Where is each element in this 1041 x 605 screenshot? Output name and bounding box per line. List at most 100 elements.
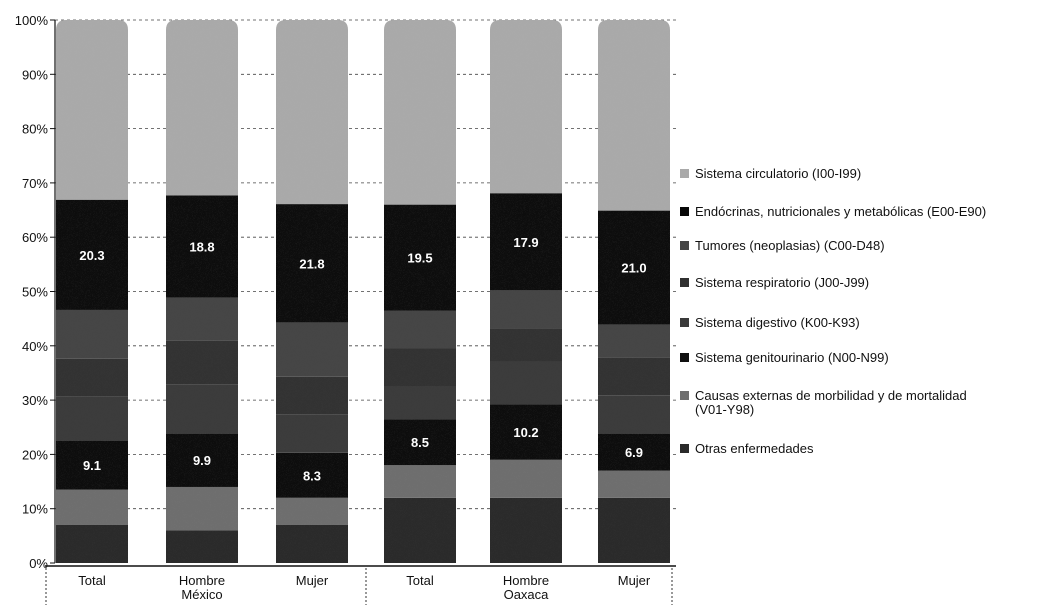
x-tick-label: Mujer bbox=[618, 573, 651, 588]
y-tick-label: 30% bbox=[22, 393, 48, 408]
bars bbox=[56, 20, 670, 563]
bar-segment bbox=[598, 210, 670, 325]
legend-label: Causas externas de morbilidad y de morta… bbox=[695, 388, 967, 417]
x-tick-label: Hombre bbox=[179, 573, 225, 588]
bar-segment bbox=[166, 486, 238, 531]
data-label: 20.3 bbox=[79, 248, 104, 263]
bar-segment bbox=[56, 396, 128, 441]
bar-segment bbox=[56, 524, 128, 563]
legend-swatch bbox=[680, 241, 689, 250]
data-label: 21.8 bbox=[299, 256, 324, 271]
bar-segment bbox=[56, 20, 128, 200]
legend-label: Endócrinas, nutricionales y metabólicas … bbox=[695, 204, 987, 219]
legend-swatch bbox=[680, 318, 689, 327]
bar-segment bbox=[276, 452, 348, 498]
bar-segment bbox=[598, 433, 670, 471]
bar-segment bbox=[276, 524, 348, 563]
bar-segment bbox=[166, 195, 238, 298]
legend-item: Sistema respiratorio (J00-J99) bbox=[680, 276, 995, 290]
bar-segment bbox=[276, 497, 348, 525]
legend-item: Sistema genitourinario (N00-N99) bbox=[680, 351, 995, 365]
data-label: 8.5 bbox=[411, 435, 429, 450]
bar-segment bbox=[276, 322, 348, 377]
legend-label: Sistema respiratorio (J00-J99) bbox=[695, 275, 870, 290]
bar-segment bbox=[490, 497, 562, 563]
data-label: 21.0 bbox=[621, 261, 646, 276]
bar-segment bbox=[384, 310, 456, 349]
bar-segment bbox=[166, 384, 238, 434]
legend-swatch bbox=[680, 169, 689, 178]
legend-swatch bbox=[680, 353, 689, 362]
bar-segment bbox=[166, 340, 238, 385]
bar-segment bbox=[384, 465, 456, 498]
bar-segment bbox=[490, 459, 562, 498]
legend-label: Otras enfermedades bbox=[695, 441, 814, 456]
bar-segment bbox=[490, 328, 562, 362]
bar-segment bbox=[166, 20, 238, 196]
legend-label: Sistema circulatorio (I00-I99) bbox=[695, 166, 862, 181]
bar-4 bbox=[384, 20, 456, 563]
data-label: 9.9 bbox=[193, 453, 211, 468]
data-label: 9.1 bbox=[83, 458, 101, 473]
bar-segment bbox=[598, 357, 670, 396]
axes: 0% 10% 20% 30% 40% 50% 60% 70% 80% 90% 100% Total Ho… bbox=[15, 13, 676, 605]
bar-3 bbox=[276, 20, 348, 563]
y-tick-label: 90% bbox=[22, 67, 48, 82]
bar-segment bbox=[384, 348, 456, 387]
bar-segment bbox=[598, 470, 670, 498]
bar-segment bbox=[384, 419, 456, 466]
bar-segment bbox=[56, 440, 128, 490]
legend-label: Sistema digestivo (K00-K93) bbox=[695, 315, 860, 330]
data-label: 10.2 bbox=[513, 425, 538, 440]
y-tick-label: 70% bbox=[22, 176, 48, 191]
bar-segment bbox=[490, 361, 562, 405]
legend-item: Otras enfermedades bbox=[680, 442, 995, 456]
bar-segment bbox=[166, 297, 238, 341]
data-label: 8.3 bbox=[303, 468, 321, 483]
legend-item: Causas externas de morbilidad y de morta… bbox=[680, 389, 995, 417]
x-tick-label: Hombre bbox=[503, 573, 549, 588]
data-labels: 20.3 18.8 21.8 19.5 17.9 21.0 9.1 9.9 8.3 8.5 10.2… bbox=[79, 235, 646, 483]
group-label: México bbox=[181, 587, 222, 602]
y-tick-label: 0% bbox=[29, 556, 48, 571]
y-tick-label: 10% bbox=[22, 502, 48, 517]
bar-segment bbox=[276, 20, 348, 205]
bar-segment bbox=[490, 20, 562, 194]
legend: Sistema circulatorio (I00-I99) Endócrinas… bbox=[680, 0, 1040, 605]
bar-segment bbox=[598, 324, 670, 358]
bar-segment bbox=[56, 309, 128, 359]
legend-item: Sistema circulatorio (I00-I99) bbox=[680, 167, 995, 181]
bar-segment bbox=[384, 386, 456, 420]
bar-segment bbox=[56, 358, 128, 397]
y-tick-label: 20% bbox=[22, 447, 48, 462]
bar-segment bbox=[384, 20, 456, 205]
bar-2 bbox=[166, 20, 238, 563]
bar-5 bbox=[490, 20, 562, 563]
bar-segment bbox=[166, 433, 238, 487]
legend-item: Endócrinas, nutricionales y metabólicas … bbox=[680, 205, 995, 219]
bar-segment bbox=[276, 414, 348, 453]
bar-segment bbox=[56, 199, 128, 310]
bar-segment bbox=[276, 204, 348, 323]
bar-segment bbox=[490, 193, 562, 291]
stacked-bar-chart: 20.3 18.8 21.8 19.5 17.9 21.0 9.1 9.9 8.3 8.5 10.2… bbox=[15, 13, 676, 605]
data-label: 18.8 bbox=[189, 239, 214, 254]
bar-segment bbox=[166, 530, 238, 563]
legend-swatch bbox=[680, 207, 689, 216]
data-label: 19.5 bbox=[407, 251, 432, 266]
group-label: Oaxaca bbox=[504, 587, 550, 602]
bar-segment bbox=[384, 497, 456, 563]
y-tick-label: 80% bbox=[22, 122, 48, 137]
bar-6 bbox=[598, 20, 670, 563]
bar-segment bbox=[490, 290, 562, 329]
bar-segment bbox=[598, 497, 670, 563]
bar-segment bbox=[490, 404, 562, 460]
x-tick-label: Mujer bbox=[296, 573, 329, 588]
legend-label: Sistema genitourinario (N00-N99) bbox=[695, 350, 889, 365]
legend-swatch bbox=[680, 278, 689, 287]
y-tick-label: 100% bbox=[15, 13, 49, 28]
y-tick-label: 40% bbox=[22, 339, 48, 354]
x-tick-label: Total bbox=[406, 573, 434, 588]
bar-segment bbox=[56, 489, 128, 525]
legend-label: Tumores (neoplasias) (C00-D48) bbox=[695, 238, 885, 253]
